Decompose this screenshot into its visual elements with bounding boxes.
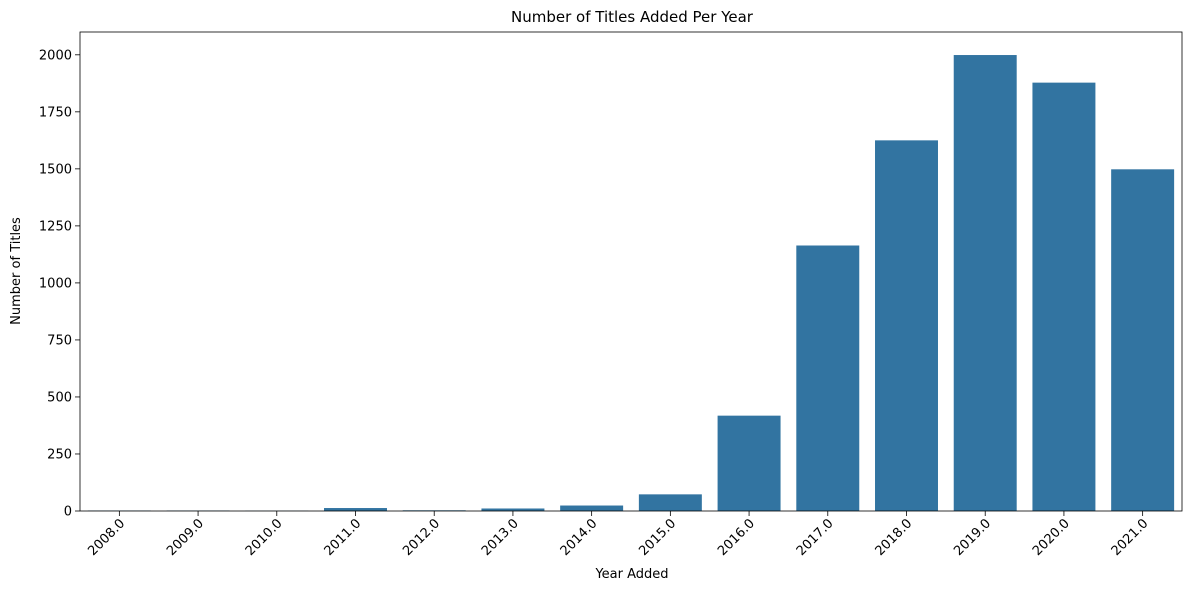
x-tick-label: 2010.0 [243, 516, 286, 559]
y-tick-label: 1750 [39, 105, 72, 120]
x-tick-label: 2011.0 [322, 516, 365, 559]
bar-2016.0 [717, 415, 781, 511]
bar-2019.0 [953, 55, 1017, 511]
bar-2014.0 [560, 505, 624, 511]
x-tick-label: 2019.0 [951, 516, 994, 559]
y-axis: 0 250 500 750 1000 1250 1500 1750 2000 [39, 48, 80, 520]
bar-2011.0 [324, 508, 387, 511]
x-tick-label: 2017.0 [794, 516, 837, 559]
x-tick-label: 2020.0 [1030, 516, 1073, 559]
chart-title: Number of Titles Added Per Year [511, 8, 754, 26]
y-tick-label: 0 [64, 505, 72, 520]
x-tick-label: 2008.0 [85, 516, 128, 559]
x-axis: 2008.0 2009.0 2010.0 2011.0 2012.0 2013.0 2014… [85, 511, 1151, 559]
x-tick-label: 2012.0 [400, 516, 443, 559]
x-tick-label: 2015.0 [636, 516, 679, 559]
y-tick-label: 500 [47, 390, 72, 405]
bars-group [87, 55, 1175, 512]
plot-frame [79, 31, 1183, 512]
x-axis-label: Year Added [594, 567, 668, 582]
bar-2018.0 [875, 140, 938, 511]
y-tick-label: 2000 [39, 48, 72, 63]
y-tick-label: 750 [47, 333, 72, 348]
bar-2021.0 [1111, 169, 1175, 511]
y-tick-label: 1500 [39, 162, 72, 177]
x-tick-label: 2014.0 [558, 516, 601, 559]
y-tick-label: 1250 [39, 219, 72, 234]
x-tick-label: 2016.0 [715, 516, 758, 559]
y-tick-label: 250 [47, 447, 72, 462]
y-tick-label: 1000 [39, 276, 72, 291]
x-tick-label: 2013.0 [479, 516, 522, 559]
x-tick-label: 2009.0 [164, 516, 207, 559]
x-tick-label: 2018.0 [873, 516, 916, 559]
bar-2015.0 [638, 494, 702, 511]
y-axis-label: Number of Titles [9, 217, 24, 325]
bar-2013.0 [481, 508, 545, 511]
bar-2017.0 [796, 245, 860, 512]
bar-2020.0 [1032, 82, 1096, 511]
x-tick-label: 2021.0 [1109, 516, 1152, 559]
